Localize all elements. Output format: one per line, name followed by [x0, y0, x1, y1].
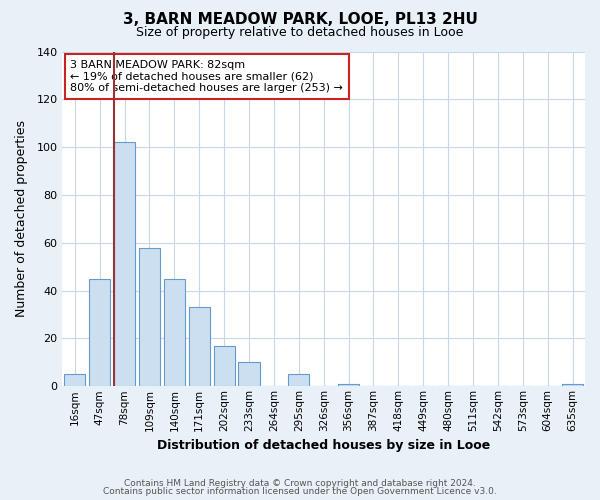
Bar	[562, 384, 583, 386]
Text: 3 BARN MEADOW PARK: 82sqm
← 19% of detached houses are smaller (62)
80% of semi-: 3 BARN MEADOW PARK: 82sqm ← 19% of detac…	[70, 60, 343, 93]
Bar	[89, 278, 110, 386]
Text: Size of property relative to detached houses in Looe: Size of property relative to detached ho…	[136, 26, 464, 39]
Bar	[338, 384, 359, 386]
Bar	[164, 278, 185, 386]
Bar	[238, 362, 260, 386]
Bar	[288, 374, 310, 386]
Text: Contains public sector information licensed under the Open Government Licence v3: Contains public sector information licen…	[103, 487, 497, 496]
Bar	[114, 142, 135, 386]
Bar	[188, 308, 210, 386]
Bar	[214, 346, 235, 387]
X-axis label: Distribution of detached houses by size in Looe: Distribution of detached houses by size …	[157, 440, 490, 452]
Bar	[64, 374, 85, 386]
Y-axis label: Number of detached properties: Number of detached properties	[15, 120, 28, 318]
Bar	[139, 248, 160, 386]
Text: Contains HM Land Registry data © Crown copyright and database right 2024.: Contains HM Land Registry data © Crown c…	[124, 478, 476, 488]
Text: 3, BARN MEADOW PARK, LOOE, PL13 2HU: 3, BARN MEADOW PARK, LOOE, PL13 2HU	[122, 12, 478, 28]
